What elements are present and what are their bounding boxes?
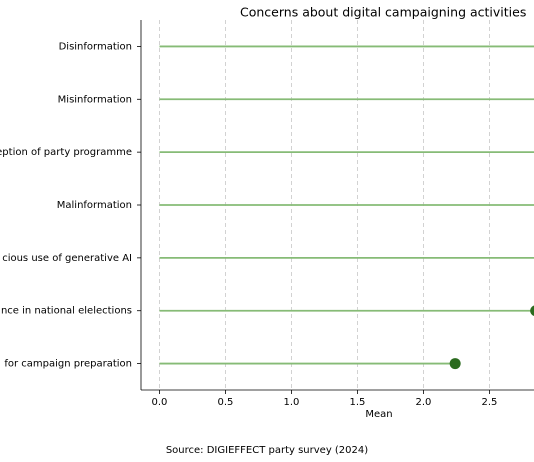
x-tick-label: 2.5 [482,397,498,408]
dot [449,358,461,370]
y-tick-label: Disinformation [59,41,132,52]
y-tick-label: cious use of generative AI [2,253,132,264]
y-tick-label: Malinformation [57,200,132,211]
x-tick-label: 1.5 [350,397,366,408]
x-tick-label: 1.0 [284,397,300,408]
dot [530,305,534,316]
x-tick-label: 2.0 [416,397,432,408]
y-tick-label: for campaign preparation [4,359,132,370]
chart-title: Concerns about digital campaigning activ… [240,5,526,20]
y-tick-label: nce in national elelections [1,306,132,317]
x-axis-label: Mean [365,409,392,420]
y-tick-label: eption of party programme [0,147,132,158]
x-tick-label: 0.0 [152,397,168,408]
y-tick-label: Misinformation [58,94,132,105]
source-note: Source: DIGIEFFECT party survey (2024) [166,445,368,456]
x-tick-label: 0.5 [218,397,234,408]
